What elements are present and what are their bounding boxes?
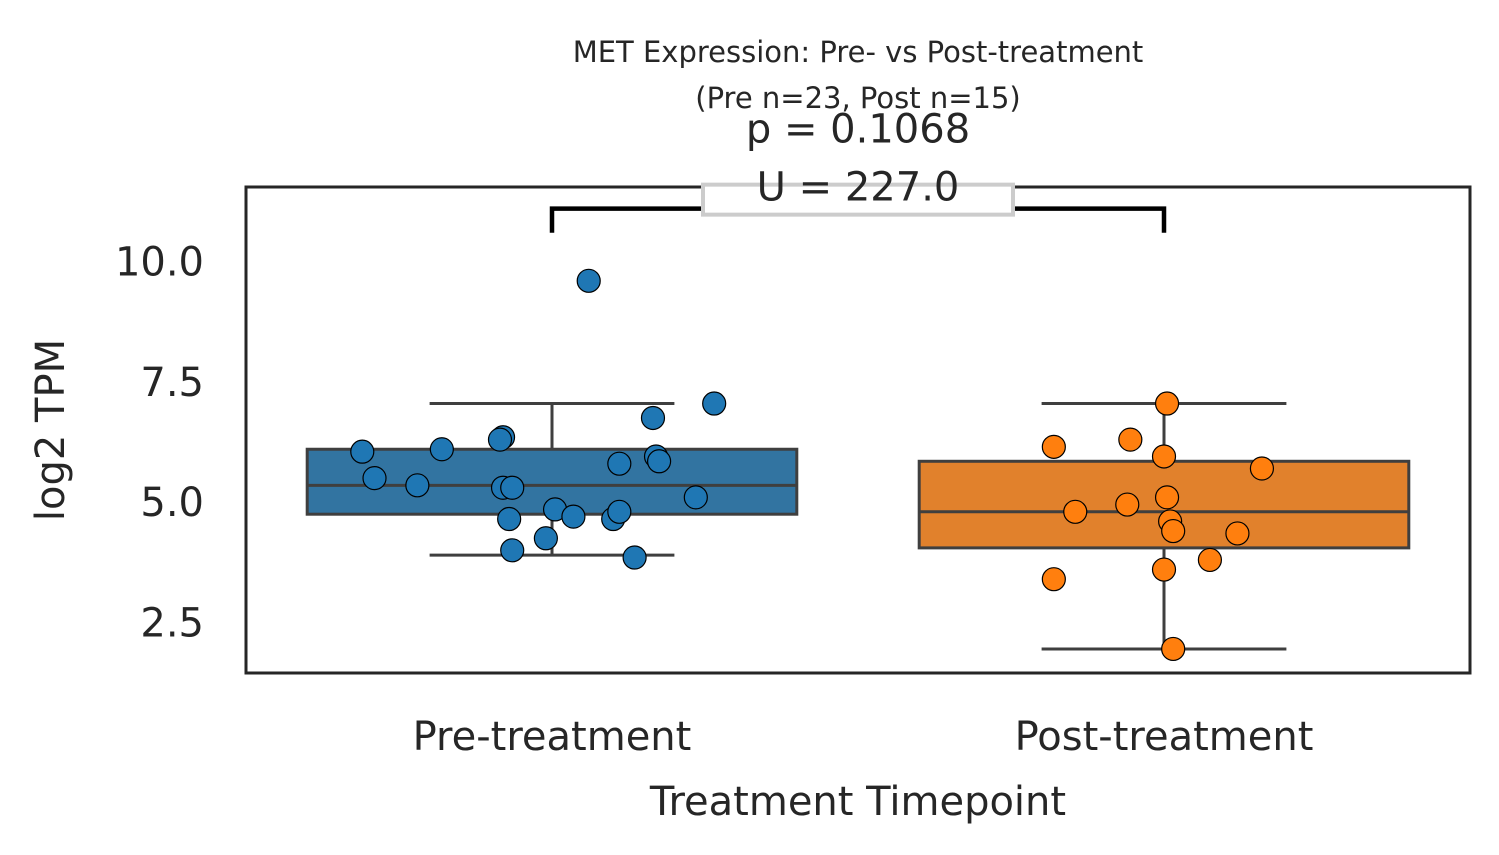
data-point bbox=[1161, 518, 1186, 544]
data-point bbox=[350, 439, 375, 464]
data-point bbox=[405, 473, 430, 498]
data-point bbox=[1041, 567, 1066, 592]
y-tick-label: 5.0 bbox=[140, 480, 204, 526]
box-group-post bbox=[917, 391, 1411, 662]
data-point bbox=[487, 427, 513, 452]
data-point bbox=[497, 506, 522, 532]
data-point bbox=[622, 545, 647, 570]
plot-area bbox=[305, 268, 1411, 662]
chart-subtitle: (Pre n=23, Post n=15) bbox=[695, 81, 1020, 115]
data-point bbox=[1249, 456, 1275, 481]
data-point bbox=[1115, 492, 1140, 517]
significance-annotation: p = 0.1068 U = 227.0 bbox=[549, 107, 1167, 233]
data-point bbox=[683, 485, 708, 510]
data-point bbox=[1154, 485, 1180, 510]
data-point bbox=[1041, 434, 1066, 459]
u-statistic-label: U = 227.0 bbox=[757, 165, 960, 211]
data-point bbox=[1197, 547, 1223, 573]
data-point bbox=[500, 538, 525, 563]
box-group-pre bbox=[305, 268, 799, 570]
y-tick-label: 10.0 bbox=[115, 240, 204, 286]
data-point bbox=[607, 451, 632, 476]
data-point bbox=[702, 391, 727, 416]
data-point bbox=[576, 268, 601, 293]
data-point bbox=[500, 475, 525, 500]
y-tick-label: 7.5 bbox=[140, 360, 204, 406]
data-point bbox=[607, 499, 632, 524]
data-point bbox=[533, 526, 558, 551]
data-point bbox=[1151, 444, 1177, 469]
data-point bbox=[561, 504, 586, 529]
data-point bbox=[1063, 499, 1088, 524]
data-point bbox=[1151, 557, 1177, 582]
p-value-label: p = 0.1068 bbox=[746, 107, 970, 153]
chart-title: MET Expression: Pre- vs Post-treatment bbox=[573, 35, 1144, 69]
data-point bbox=[1161, 636, 1186, 662]
data-point bbox=[429, 437, 454, 462]
plot-frame bbox=[244, 185, 1472, 675]
y-axis-label: log2 TPM bbox=[28, 339, 74, 521]
annotation-label-box bbox=[701, 182, 1015, 217]
x-axis-label: Treatment Timepoint bbox=[649, 779, 1066, 825]
data-point bbox=[640, 405, 666, 431]
y-tick-label: 2.5 bbox=[140, 600, 204, 646]
data-point bbox=[1118, 427, 1143, 452]
data-point bbox=[646, 449, 672, 474]
data-point bbox=[1154, 391, 1180, 416]
x-tick-label: Pre-treatment bbox=[413, 714, 692, 760]
x-tick-label: Post-treatment bbox=[1015, 714, 1314, 760]
data-point bbox=[1225, 521, 1250, 546]
data-point bbox=[362, 466, 387, 491]
